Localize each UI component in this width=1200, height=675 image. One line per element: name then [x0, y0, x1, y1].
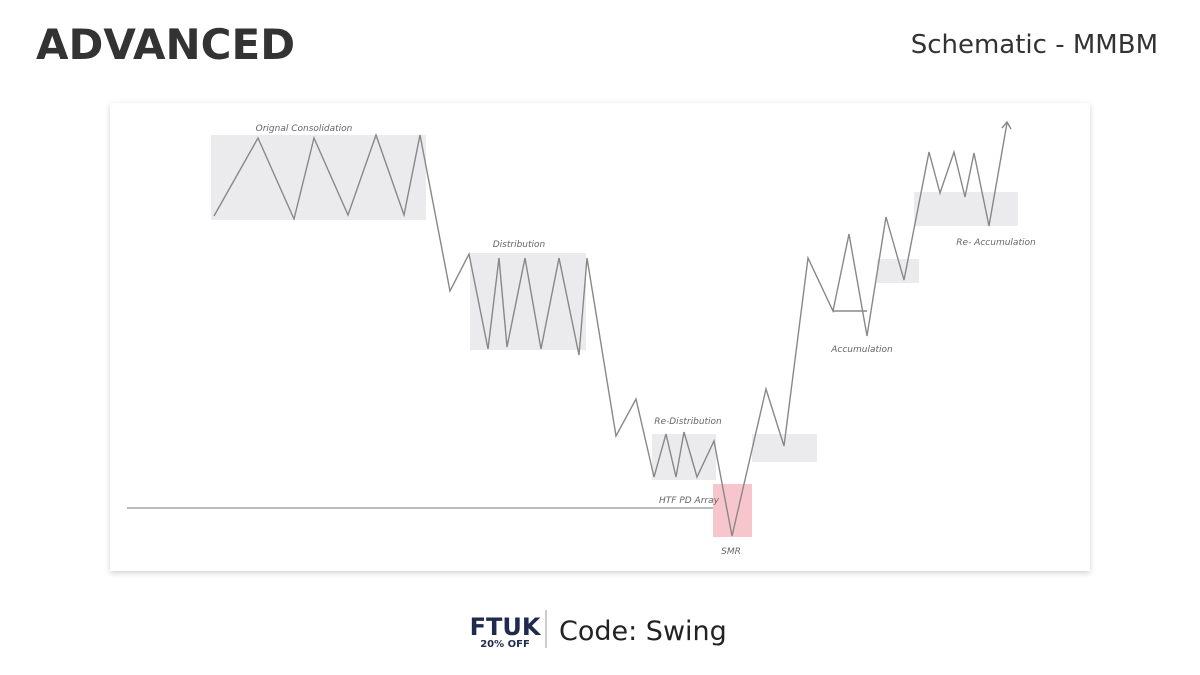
zone	[877, 259, 919, 283]
redistribution-zone	[652, 434, 716, 480]
title: ADVANCED	[36, 20, 295, 69]
label: Re- Accumulation	[956, 238, 1036, 248]
label: Re-Distribution	[654, 417, 722, 427]
arrow-head	[1001, 120, 1012, 130]
brand: FTUK	[470, 613, 542, 641]
offer: 20% OFF	[480, 639, 530, 650]
label: Orignal Consolidation	[256, 124, 353, 134]
label: Distribution	[493, 240, 546, 250]
label: SMR	[721, 547, 741, 557]
label: Accumulation	[830, 345, 893, 355]
reaccumulation-zone	[914, 192, 1018, 226]
label: HTF PD Array	[659, 496, 720, 506]
code: Code: Swing	[559, 616, 727, 647]
price-path	[213, 122, 1008, 537]
subtitle: Schematic - MMBM	[911, 30, 1158, 60]
smr-zone	[713, 484, 752, 537]
